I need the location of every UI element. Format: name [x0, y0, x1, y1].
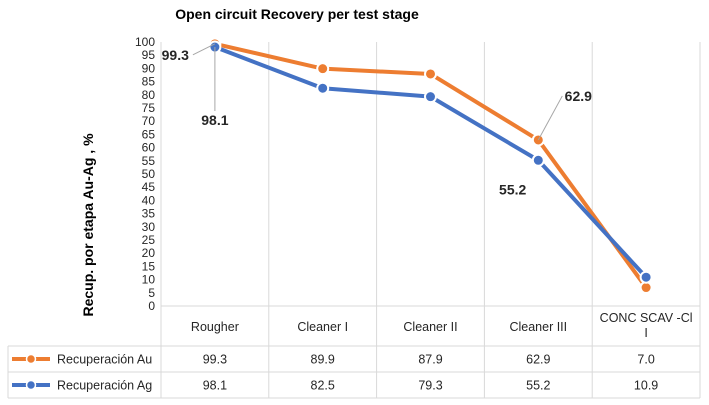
data-label-leader: [537, 95, 563, 141]
table-cell-value: 82.5: [311, 379, 335, 393]
legend-label: Recuperación Au: [57, 353, 152, 367]
legend-marker-key: [25, 379, 37, 391]
x-category-label: Cleaner II: [403, 320, 457, 334]
y-tick-label: 85: [142, 75, 156, 89]
y-tick-label: 10: [142, 273, 156, 287]
table-cell-value: 99.3: [203, 353, 227, 367]
table-cell-value: 89.9: [311, 353, 335, 367]
chart-title: Open circuit Recovery per test stage: [175, 6, 419, 22]
x-category-label: Cleaner III: [509, 320, 567, 334]
data-label-leader: [192, 43, 216, 56]
table-cell-value: 55.2: [526, 379, 550, 393]
y-tick-label: 65: [142, 127, 156, 141]
table-cell-value: 98.1: [203, 379, 227, 393]
y-tick-label: 60: [142, 141, 156, 155]
y-tick-label: 15: [142, 259, 156, 273]
y-tick-label: 70: [142, 114, 156, 128]
series-line: [212, 45, 649, 280]
x-category-label: CONC SCAV -Cl I: [600, 311, 693, 340]
y-tick-label: 0: [148, 299, 155, 313]
table-cell-value: 7.0: [637, 353, 654, 367]
y-tick-label: 20: [142, 246, 156, 260]
y-tick-label: 30: [142, 220, 156, 234]
y-tick-label: 5: [148, 286, 155, 300]
data-label: 62.9: [565, 88, 592, 104]
data-point: [316, 81, 330, 95]
y-tick-label: 50: [142, 167, 156, 181]
x-category-label: Rougher: [191, 320, 239, 334]
x-category-label: Cleaner I: [297, 320, 348, 334]
y-tick-label: 100: [135, 35, 155, 49]
data-point: [639, 270, 653, 284]
y-tick-label: 95: [142, 48, 156, 62]
y-axis-label: Recup. por etapa Au-Ag , %: [80, 133, 96, 317]
y-tick-label: 40: [142, 193, 156, 207]
data-point: [424, 67, 437, 81]
table-cell-value: 87.9: [418, 353, 442, 367]
legend-marker-key: [25, 353, 37, 365]
y-tick-label: 45: [142, 180, 156, 194]
y-tick-label: 55: [142, 154, 156, 168]
y-tick-label: 80: [142, 88, 156, 102]
data-label: 98.1: [201, 112, 228, 128]
table-cell-value: 10.9: [634, 379, 658, 393]
data-label: 99.3: [162, 47, 189, 63]
y-tick-label: 75: [142, 101, 156, 115]
data-label: 55.2: [499, 181, 526, 197]
data-point: [531, 153, 545, 167]
y-tick-label: 35: [142, 207, 156, 221]
y-tick-label: 90: [142, 61, 156, 75]
table-cell-value: 62.9: [526, 353, 550, 367]
legend-label: Recuperación Ag: [57, 379, 152, 393]
data-point: [316, 62, 330, 76]
data-point: [424, 90, 437, 104]
table-cell-value: 79.3: [418, 379, 442, 393]
y-tick-label: 25: [142, 233, 156, 247]
